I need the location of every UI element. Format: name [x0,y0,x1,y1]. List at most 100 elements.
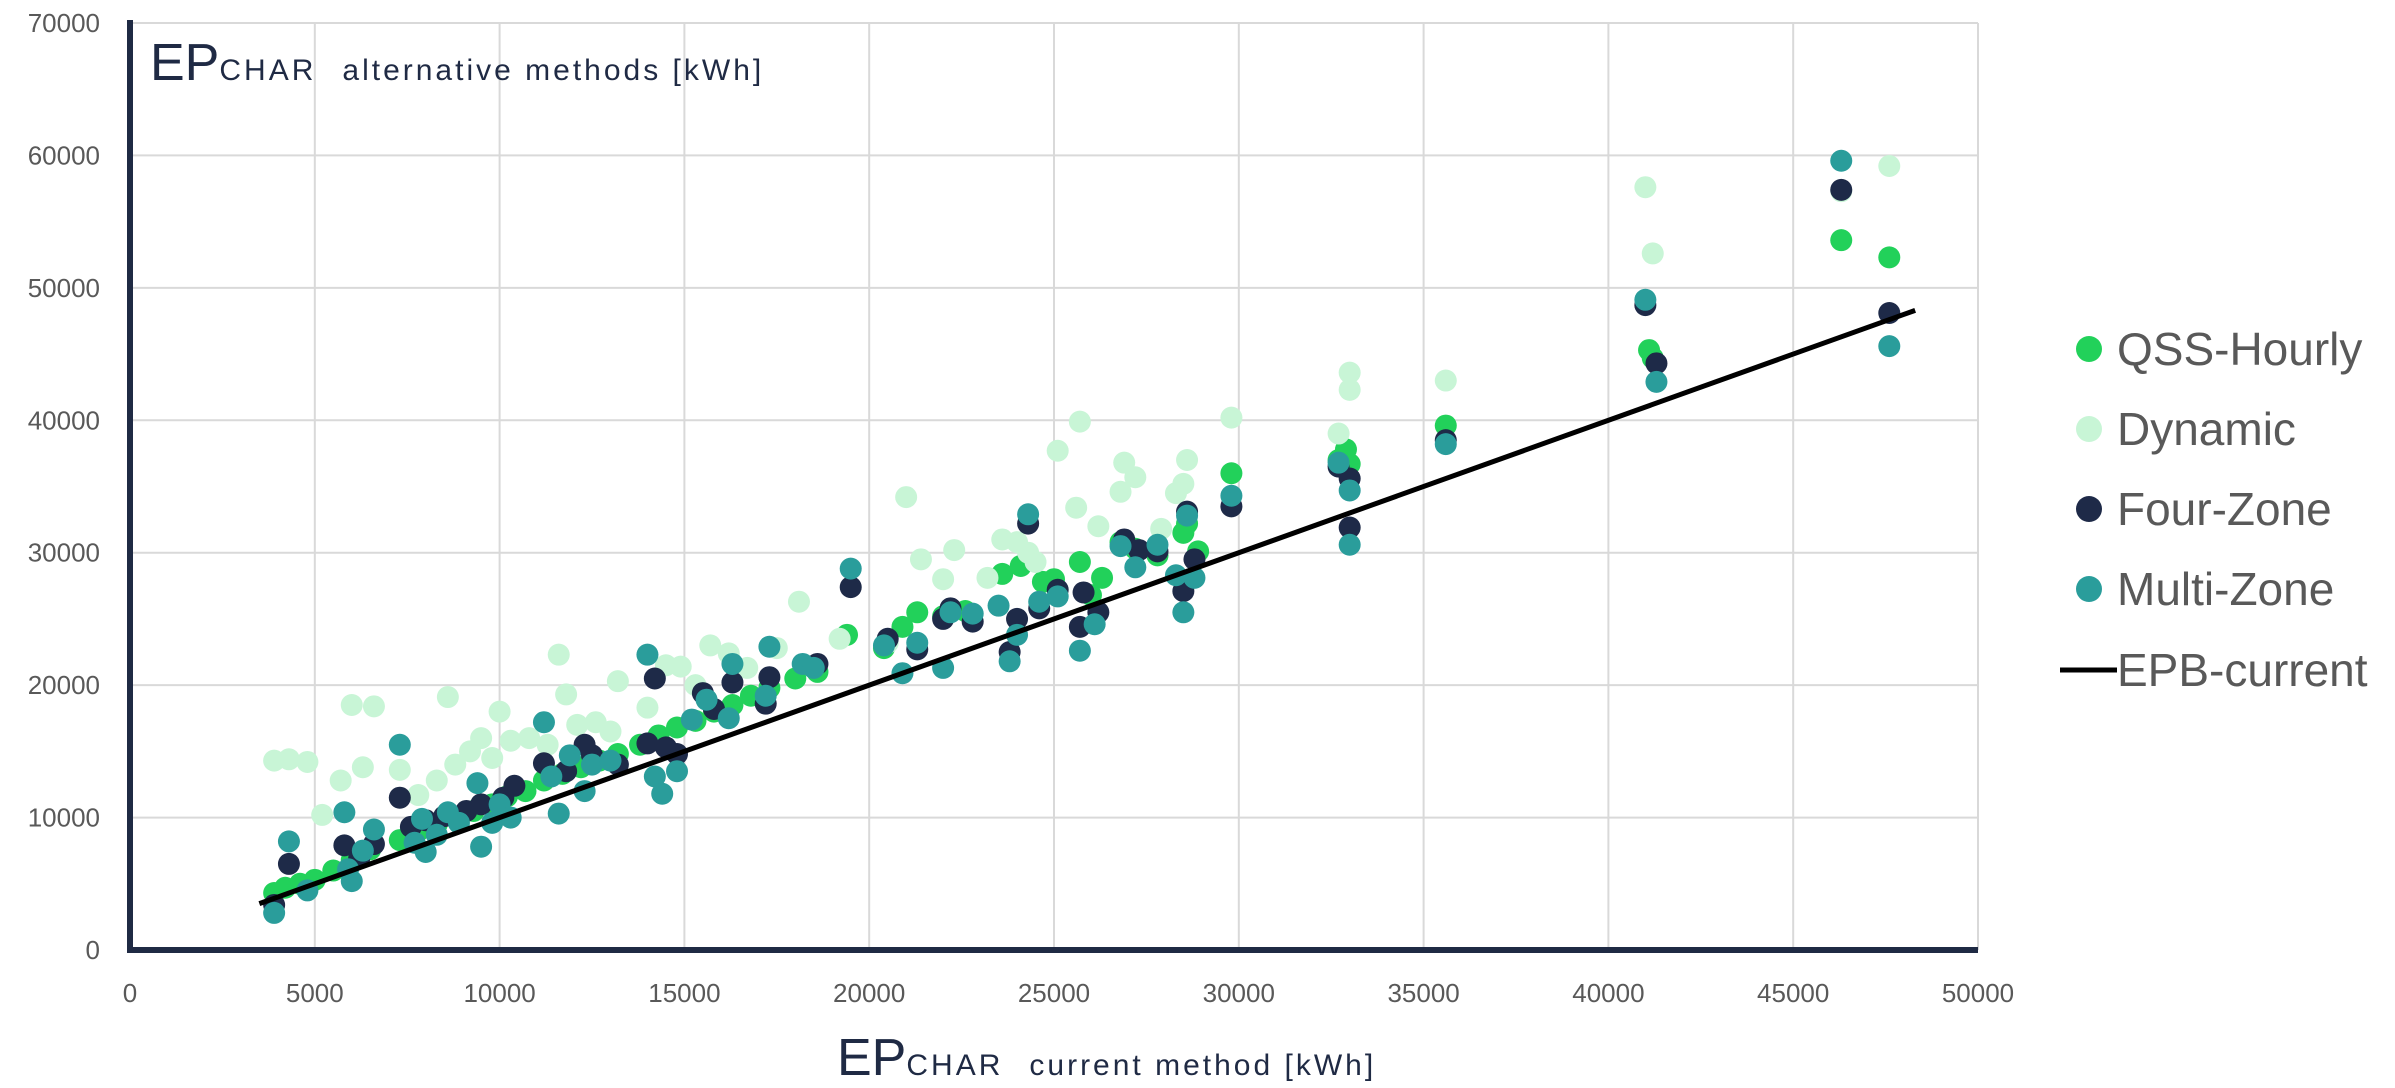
point-multi-zone [532,711,555,734]
legend-label-multi-zone: Multi-Zone [2117,563,2334,615]
legend-marker-qss-hourly [2076,336,2102,362]
point-multi-zone [1878,335,1901,358]
point-multi-zone [1645,370,1668,393]
x-tick-label: 20000 [833,978,905,1008]
point-dynamic [351,756,374,779]
legend-item-four-zone: Four-Zone [2076,483,2332,535]
point-multi-zone [1176,504,1199,527]
point-multi-zone [872,634,895,657]
point-dynamic [362,695,385,718]
point-dynamic [1878,155,1901,178]
point-multi-zone [340,870,363,893]
point-qss-hourly [1830,229,1853,252]
point-dynamic [606,670,629,693]
point-multi-zone [643,765,666,788]
point-multi-zone [540,765,563,788]
point-dynamic [1024,550,1047,573]
point-multi-zone [717,707,740,730]
point-four-zone [721,671,744,694]
series-multi-zone [263,149,1901,924]
point-multi-zone [666,760,689,783]
legend-label-qss-hourly: QSS-Hourly [2117,323,2362,375]
y-tick-label: 30000 [28,538,100,568]
point-dynamic [425,769,448,792]
point-dynamic [1176,449,1199,472]
point-qss-hourly [906,601,929,624]
point-dynamic [599,720,622,743]
point-dynamic [481,746,504,769]
point-multi-zone [351,839,374,862]
point-dynamic [444,753,467,776]
point-multi-zone [1068,639,1091,662]
y-axis-title-sub: CHAR [219,54,316,87]
point-multi-zone [939,601,962,624]
x-tick-label: 50000 [1942,978,2014,1008]
legend-marker-four-zone [2076,496,2102,522]
point-multi-zone [1172,601,1195,624]
point-dynamic [909,548,932,571]
point-four-zone [839,576,862,599]
point-multi-zone [839,557,862,580]
x-tick-label: 40000 [1572,978,1644,1008]
point-multi-zone [1220,484,1243,507]
legend-label-dynamic: Dynamic [2117,403,2296,455]
point-four-zone [277,852,300,875]
point-dynamic [547,643,570,666]
point-multi-zone [998,650,1021,673]
point-dynamic [340,694,363,717]
x-tick-label: 35000 [1387,978,1459,1008]
point-multi-zone [1028,590,1051,613]
point-dynamic [1220,406,1243,429]
legend-item-epb-current: EPB-current [2060,644,2368,696]
point-qss-hourly [891,615,914,638]
legend-item-multi-zone: Multi-Zone [2076,563,2334,615]
point-dynamic [1124,466,1147,489]
x-axis-title-main: EP [837,1029,906,1087]
point-multi-zone [470,835,493,858]
point-four-zone [643,667,666,690]
point-dynamic [787,590,810,613]
x-tick-label: 15000 [648,978,720,1008]
point-dynamic [296,750,319,773]
y-tick-label: 40000 [28,405,100,435]
legend-item-qss-hourly: QSS-Hourly [2076,323,2362,375]
point-dynamic [470,727,493,750]
point-multi-zone [362,818,385,841]
point-dynamic [388,758,411,781]
point-four-zone [333,834,356,857]
x-axis-title-rest: current method [kWh] [1029,1049,1376,1082]
point-multi-zone [1830,149,1853,172]
y-axis-title-main: EP [150,34,219,92]
reference-lines [258,308,1917,907]
x-axis-title: EPCHAR current method [kWh] [837,1029,1376,1087]
point-multi-zone [906,631,929,654]
point-dynamic [636,696,659,719]
point-multi-zone [987,594,1010,617]
point-multi-zone [558,744,581,767]
point-qss-hourly [1220,462,1243,485]
point-dynamic [277,748,300,771]
point-four-zone [503,774,526,797]
point-multi-zone [961,602,984,625]
point-dynamic [518,727,541,750]
point-dynamic [1046,439,1069,462]
point-multi-zone [410,807,433,830]
point-multi-zone [1327,451,1350,474]
point-multi-zone [1146,533,1169,556]
point-four-zone [1645,352,1668,375]
y-axis-title-rest: alternative methods [kWh] [342,54,764,87]
point-multi-zone [388,733,411,756]
point-multi-zone [1338,533,1361,556]
point-multi-zone [263,901,286,924]
point-dynamic [536,733,559,756]
point-dynamic [488,700,511,723]
legend-marker-multi-zone [2076,576,2102,602]
point-dynamic [407,784,430,807]
point-dynamic [669,655,692,678]
point-multi-zone [581,753,603,776]
point-multi-zone [1434,433,1457,456]
legend-label-four-zone: Four-Zone [2117,483,2332,535]
point-four-zone [758,666,781,689]
point-dynamic [1641,242,1664,265]
point-multi-zone [1634,288,1657,311]
